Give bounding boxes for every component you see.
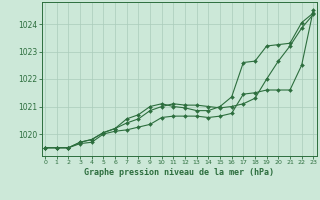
X-axis label: Graphe pression niveau de la mer (hPa): Graphe pression niveau de la mer (hPa) bbox=[84, 168, 274, 177]
